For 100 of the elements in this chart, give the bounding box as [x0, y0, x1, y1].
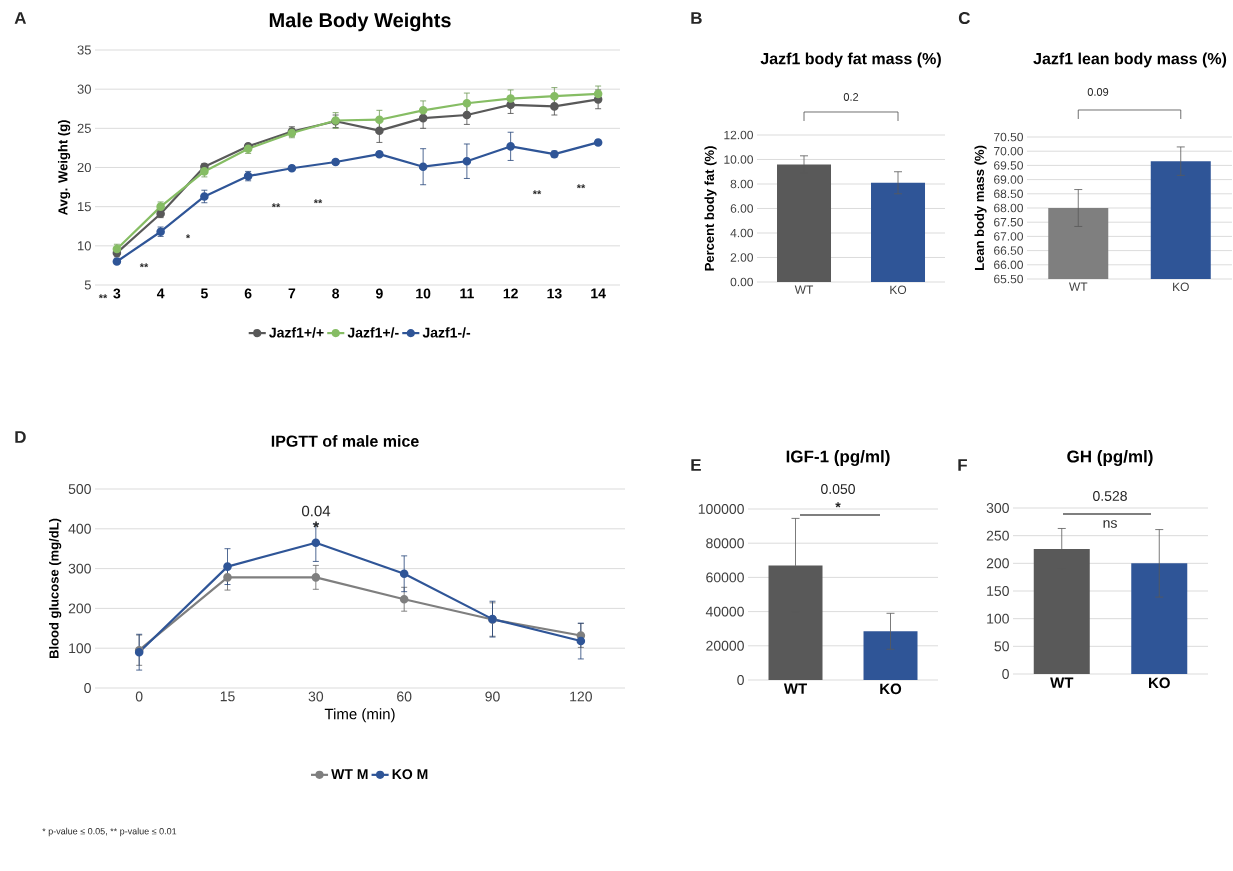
x-tick-label: KO — [1173, 282, 1189, 292]
x-tick-label: 12 — [503, 288, 518, 299]
chart-title: IPGTT of male mice — [271, 435, 419, 447]
x-tick-label: WT — [1068, 282, 1088, 291]
y-tick-label: 0 — [1002, 669, 1009, 679]
y-tick-label: 10.00 — [724, 155, 754, 164]
x-tick-label: 120 — [570, 691, 592, 702]
annotation: ** — [271, 203, 281, 208]
y-tick-label: 200 — [986, 558, 1009, 569]
x-tick-label: KO — [890, 285, 907, 295]
x-tick-label: 30 — [308, 691, 324, 702]
y-tick-label: 150 — [987, 586, 1009, 596]
text: 0.528 — [1093, 491, 1127, 501]
x-tick-label: 0 — [135, 691, 143, 702]
y-tick-label: 50 — [994, 641, 1009, 652]
y-axis-title: Percent body fat (%) — [704, 146, 717, 271]
y-tick-label: 100000 — [698, 504, 744, 514]
annotation: ns — [1103, 520, 1117, 528]
legend-label: WT M — [331, 769, 368, 779]
y-tick-label: 8.00 — [730, 179, 754, 189]
legend-label: KO M — [392, 769, 428, 780]
y-tick-label: 0.00 — [730, 277, 754, 287]
x-tick-label: 5 — [200, 288, 208, 299]
x-tick-label: 11 — [460, 288, 474, 299]
y-tick-label: 250 — [986, 530, 1009, 541]
annotation: ** — [313, 199, 323, 204]
y-tick-label: 15 — [78, 202, 91, 212]
y-tick-label: 12.00 — [724, 130, 754, 140]
y-tick-label: 100 — [69, 643, 91, 654]
x-axis-title: Time (min) — [324, 708, 395, 723]
y-axis-title: Blood glucose (mg/dL) — [49, 518, 62, 659]
y-tick-label: 200 — [68, 603, 91, 614]
y-tick-label: 20 — [77, 162, 91, 173]
x-tick-label: 3 — [113, 288, 121, 299]
x-tick-label: KO — [1149, 677, 1170, 689]
x-tick-label: 9 — [375, 288, 383, 299]
x-tick-label: WT — [794, 285, 814, 294]
y-tick-label: 69.50 — [994, 161, 1024, 170]
annotation: * — [185, 234, 191, 239]
y-tick-label: 40000 — [705, 606, 744, 617]
x-tick-label: WT — [1050, 677, 1074, 688]
y-tick-label: 60000 — [706, 572, 744, 583]
y-tick-label: 67.00 — [994, 232, 1024, 241]
x-tick-label: 60 — [397, 691, 412, 702]
y-tick-label: 68.00 — [994, 203, 1024, 213]
y-tick-label: 10 — [78, 241, 91, 251]
x-tick-label: 15 — [220, 691, 235, 702]
y-tick-label: 400 — [68, 523, 91, 534]
y-tick-label: 66.00 — [994, 260, 1024, 270]
text: B — [691, 12, 702, 24]
x-tick-label: 14 — [591, 288, 606, 299]
y-tick-label: 70.00 — [994, 146, 1024, 156]
text: C — [958, 11, 971, 25]
annotation: 0.04 — [301, 505, 331, 517]
text: * — [835, 502, 841, 508]
x-tick-label: 7 — [288, 288, 296, 299]
y-tick-label: 67.50 — [994, 217, 1024, 227]
x-tick-label: 10 — [416, 288, 431, 299]
x-tick-label: WT — [783, 683, 808, 694]
chart-title: Jazf1 body fat mass (%) — [760, 52, 941, 68]
y-tick-label: 6.00 — [730, 204, 754, 213]
legend-label: Jazf1+/- — [347, 327, 399, 338]
y-axis-title: Lean body mass (%) — [974, 145, 987, 270]
y-tick-label: 68.50 — [994, 189, 1024, 199]
y-tick-label: 70.50 — [994, 132, 1024, 142]
x-tick-label: 8 — [332, 288, 340, 299]
y-tick-label: 30 — [77, 84, 91, 94]
y-tick-label: 69.00 — [994, 175, 1024, 184]
y-tick-label: 25 — [77, 123, 91, 133]
text: E — [691, 459, 701, 471]
legend-label: Jazf1+/+ — [269, 327, 324, 338]
annotation: ** — [532, 190, 542, 195]
chart-title: Male Body Weights — [269, 12, 451, 32]
y-tick-label: 20000 — [706, 640, 744, 651]
y-tick-label: 500 — [68, 484, 91, 494]
annotation: * — [312, 521, 320, 528]
y-tick-label: 4.00 — [730, 228, 754, 238]
x-tick-label: KO — [880, 683, 902, 695]
annotation: ** — [139, 263, 149, 268]
y-tick-label: 300 — [986, 503, 1009, 513]
x-tick-label: 4 — [156, 288, 165, 299]
annotation: ** — [576, 184, 586, 189]
y-axis-title: Avg. Weight (g) — [57, 120, 71, 216]
x-tick-label: 6 — [244, 288, 252, 299]
y-tick-label: 35 — [77, 45, 91, 55]
y-tick-label: 65.50 — [994, 274, 1024, 284]
chart-title: Jazf1 lean body mass (%) — [1033, 52, 1227, 68]
text: 0.050 — [821, 484, 855, 494]
x-tick-label: 90 — [485, 691, 500, 702]
y-tick-label: 2.00 — [730, 253, 754, 262]
chart-title: IGF-1 (pg/ml) — [786, 450, 890, 466]
y-tick-label: 100 — [987, 613, 1009, 624]
legend-label: Jazf1-/- — [422, 327, 471, 338]
text: ** — [98, 294, 108, 299]
y-tick-label: 80000 — [706, 538, 744, 549]
text: 0.2 — [843, 93, 859, 101]
text: D — [15, 431, 26, 443]
y-tick-label: 66.50 — [994, 246, 1024, 255]
y-tick-label: 300 — [68, 563, 91, 574]
text: * p-value ≤ 0.05, ** p-value ≤ 0.01 — [42, 827, 177, 837]
